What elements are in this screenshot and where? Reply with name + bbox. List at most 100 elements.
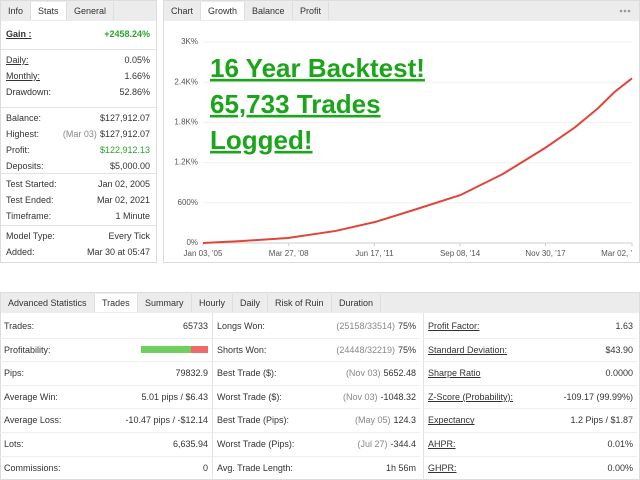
row-separator: [424, 455, 637, 457]
tab[interactable]: Trades: [95, 294, 138, 312]
tab-bar: Info Stats General: [1, 1, 156, 21]
stat-value-text: $127,912.07: [99, 113, 150, 123]
stat-label: Shorts Won:: [217, 344, 267, 355]
tab-bar: Chart Growth Balance Profit: [164, 1, 639, 21]
stat-label: Commissions:: [4, 462, 61, 473]
stat-value-text: 1h 56m: [385, 462, 416, 473]
row-separator: [424, 432, 637, 433]
stat-value: 65733: [183, 321, 208, 331]
stat-value: +2458.24%: [104, 29, 150, 39]
separator: [1, 107, 156, 108]
stat-value: (Nov 03) -1048.32: [343, 392, 416, 402]
row-separator: [0, 384, 212, 386]
row-separator: [213, 361, 420, 363]
tab[interactable]: Advanced Statistics: [1, 294, 95, 312]
stat-label: Standard Deviation:: [428, 344, 508, 355]
separator: [1, 173, 156, 174]
tab[interactable]: Hourly: [192, 294, 234, 312]
row-separator: [424, 384, 637, 386]
tab[interactable]: General: [67, 2, 115, 20]
stat-label: Deposits:: [6, 161, 44, 171]
stat-value-text: 1.66%: [124, 71, 150, 81]
stat-value: 1.63: [615, 321, 633, 331]
tab[interactable]: Duration: [332, 294, 382, 312]
separator: [1, 225, 156, 226]
stat-value: Mar 02, 2021: [97, 195, 150, 205]
tab[interactable]: Daily: [233, 294, 269, 312]
chart-panel: Chart Growth Balance Profit: [163, 0, 640, 263]
row-separator: [0, 361, 212, 363]
advanced-panel: Advanced Statistics Trades Summary Hourly Da…: [0, 292, 640, 480]
stat-value-text: 65733: [182, 321, 208, 331]
stat-value: -10.47 pips / -$12.14: [125, 415, 208, 425]
stat-value-text: 5.01 pips / $6.43: [141, 391, 208, 402]
stat-value-text: +2458.24%: [104, 29, 150, 39]
row-separator: [213, 455, 420, 457]
stat-value: (24448/32219) 75%: [336, 345, 416, 355]
stat-label: Monthly:: [6, 71, 41, 81]
stat-value: (25158/33514) 75%: [336, 321, 416, 331]
stat-value-text: 6,635.94: [172, 439, 208, 449]
stat-value-text: $5,000.00: [109, 161, 150, 171]
stat-note: (Jul 27): [357, 439, 388, 449]
stat-value: 0.01%: [607, 439, 633, 449]
profitability-bar-win: [141, 345, 191, 353]
stat-value-text: Every Tick: [108, 231, 150, 241]
row-separator: [213, 432, 420, 433]
stat-label: Expectancy: [428, 415, 475, 426]
stat-label: Sharpe Ratio: [428, 368, 481, 379]
stat-label: Daily:: [6, 55, 29, 65]
stat-label: Added:: [6, 247, 35, 257]
stat-label: Profitability:: [4, 344, 51, 355]
tab[interactable]: Profit: [293, 2, 330, 20]
stat-value: 52.86%: [119, 87, 150, 97]
stat-value: 0.0000: [605, 368, 633, 378]
stat-value-text: -109.17 (99.99%): [563, 391, 633, 402]
stat-value-text: 79832.9: [175, 368, 208, 379]
stat-note: (Nov 03): [345, 368, 381, 379]
stat-label: Drawdown:: [6, 87, 52, 97]
stat-label: Profit:: [6, 145, 30, 155]
stat-value-text: 0.00%: [607, 462, 633, 473]
stat-value: Mar 30 at 05:47: [87, 247, 150, 257]
row-separator: [213, 337, 420, 339]
tab[interactable]: Summary: [138, 294, 192, 312]
row-separator: [213, 384, 420, 386]
stat-value: 1.2 Pips / $1.87: [570, 415, 633, 425]
stat-value: $5,000.00: [110, 161, 150, 171]
stat-value: $122,912.13: [100, 145, 150, 155]
stat-label: Test Started:: [6, 179, 57, 189]
stat-label: Pips:: [4, 368, 25, 379]
stat-value-text: 0: [202, 462, 208, 473]
stat-value-text: Jan 02, 2005: [97, 179, 150, 189]
stat-value: $43.90: [605, 345, 633, 355]
stat-value: 79832.9: [175, 368, 208, 378]
tab[interactable]: Balance: [245, 2, 293, 20]
tab[interactable]: Info: [1, 2, 32, 20]
stat-value: 0.00%: [607, 463, 633, 473]
tab[interactable]: Chart: [164, 2, 202, 20]
stat-value: 1.66%: [124, 71, 150, 81]
row-separator: [213, 408, 420, 410]
stat-value-text: 0.05%: [124, 55, 150, 65]
row-separator: [424, 361, 637, 363]
row-separator: [0, 455, 212, 457]
stat-label: Best Trade (Pips):: [217, 415, 290, 426]
tab[interactable]: Stats: [31, 2, 67, 20]
stat-note: (25158/33514): [336, 321, 395, 331]
row-separator: [424, 337, 637, 339]
stat-value-text: 75%: [397, 321, 416, 331]
stat-label: Profit Factor:: [428, 321, 480, 331]
tab[interactable]: Risk of Ruin: [268, 294, 332, 312]
stat-value: (Mar 03) $127,912.07: [63, 129, 150, 139]
stat-value: Every Tick: [108, 231, 150, 241]
stat-label: Lots:: [4, 439, 24, 449]
stat-label: Z-Score (Probability):: [428, 391, 514, 402]
stat-value: Jan 02, 2005: [98, 179, 150, 189]
stat-value: -109.17 (99.99%): [563, 392, 633, 402]
tab[interactable]: Growth: [201, 2, 246, 20]
stat-value: 0: [203, 463, 208, 473]
stat-label: Test Ended:: [6, 195, 54, 205]
stat-value-text: 0.01%: [607, 439, 633, 449]
